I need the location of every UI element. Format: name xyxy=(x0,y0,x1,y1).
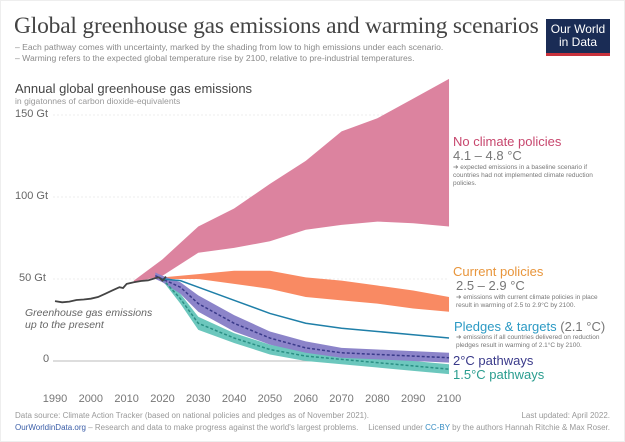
subtitle-2: – Warming refers to the expected global … xyxy=(15,53,415,63)
label-current-policies: Current policies xyxy=(453,264,544,279)
label-pledges: Pledges & targets (2.1 °C) xyxy=(454,319,605,334)
label-no-policies: No climate policies xyxy=(453,134,562,149)
y-axis-unit: in gigatonnes of carbon dioxide-equivale… xyxy=(15,96,181,106)
owid-logo[interactable]: Our World in Data xyxy=(546,19,610,56)
label-1-5c: 1.5°C pathways xyxy=(453,367,545,382)
license-post: by the authors Hannah Ritchie & Max Rose… xyxy=(449,423,610,432)
line-pledges-targets xyxy=(162,278,450,339)
subtitle-1: – Each pathway comes with uncertainty, m… xyxy=(15,42,444,52)
x-tick-label: 2030 xyxy=(186,393,211,405)
history-label: Greenhouse gas emissions up to the prese… xyxy=(25,307,153,331)
y-tick-label: 0 xyxy=(43,353,50,365)
pledges-temp: (2.1 °C) xyxy=(560,319,606,334)
logo-text-1: Our World xyxy=(550,22,606,36)
note-current-policies: ➔ emissions with current climate policie… xyxy=(456,294,598,309)
license-line: Licensed under CC-BY by the authors Hann… xyxy=(368,423,610,432)
x-tick-label: 2020 xyxy=(150,393,175,405)
line-1-5c-median xyxy=(161,278,450,370)
license-link[interactable]: CC-BY xyxy=(425,423,450,432)
x-tick-label: 2080 xyxy=(365,393,390,405)
band-1-5c-pathways xyxy=(162,277,450,375)
tagline: – Research and data to make progress aga… xyxy=(86,423,359,432)
temp-no-policies: 4.1 – 4.8 °C xyxy=(453,148,522,163)
site-link[interactable]: OurWorldinData.org xyxy=(15,423,86,432)
y-axis-title: Annual global greenhouse gas emissions xyxy=(15,81,253,96)
chart-title: Global greenhouse gas emissions and warm… xyxy=(14,13,539,39)
band-no-climate-policies xyxy=(133,78,450,283)
x-tick-label: 2070 xyxy=(329,393,354,405)
license-pre: Licensed under xyxy=(368,423,426,432)
band-current-policies xyxy=(162,270,450,312)
x-tick-label: 2010 xyxy=(114,393,139,405)
y-tick-label: 150 Gt xyxy=(15,108,49,120)
x-tick-label: 1990 xyxy=(42,393,68,405)
line-history xyxy=(54,275,167,304)
band-2c-pathways xyxy=(155,272,450,363)
data-source: Data source: Climate Action Tracker (bas… xyxy=(15,411,369,420)
note-pledges: ➔ emissions if all countries delivered o… xyxy=(456,334,600,349)
note-no-policies: ➔ expected emissions in a baseline scena… xyxy=(453,164,593,187)
temp-current-policies: 2.5 – 2.9 °C xyxy=(456,278,525,293)
x-tick-label: 2040 xyxy=(221,393,247,405)
x-tick-label: 2000 xyxy=(78,393,104,405)
y-tick-label: 100 Gt xyxy=(15,190,49,202)
y-tick-label: 50 Gt xyxy=(19,272,46,284)
last-updated: Last updated: April 2022. xyxy=(521,411,610,420)
x-tick-label: 2050 xyxy=(257,393,283,405)
line-2c-median xyxy=(154,275,450,359)
x-tick-label: 2060 xyxy=(293,393,318,405)
x-tick-label: 2100 xyxy=(436,393,462,405)
label-2c: 2°C pathways xyxy=(453,353,534,368)
logo-text-2: in Data xyxy=(558,35,598,49)
pledges-name: Pledges & targets xyxy=(454,319,557,334)
x-tick-label: 2090 xyxy=(400,393,426,405)
footer-site-line: OurWorldinData.org – Research and data t… xyxy=(15,423,358,432)
